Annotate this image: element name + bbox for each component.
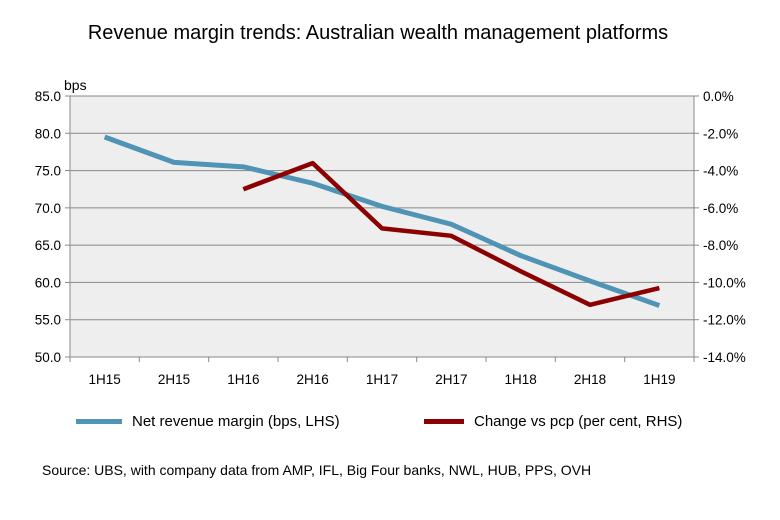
left-tick-label: 70.0 <box>35 201 61 216</box>
legend-label-change-vs-pcp: Change vs pcp (per cent, RHS) <box>474 413 683 430</box>
left-tick-label: 50.0 <box>35 350 61 365</box>
source-note: Source: UBS, with company data from AMP,… <box>42 462 592 478</box>
legend-swatch-net-revenue-margin <box>76 419 122 424</box>
left-tick-label: 85.0 <box>35 89 61 104</box>
legend-swatch-change-vs-pcp <box>424 419 464 424</box>
right-tick-label: -2.0% <box>703 126 738 141</box>
legend-label-net-revenue-margin: Net revenue margin (bps, LHS) <box>132 413 340 430</box>
right-tick-label: 0.0% <box>703 89 734 104</box>
x-tick-label: 1H16 <box>227 372 259 387</box>
left-axis-ticks: 50.0 55.0 60.0 65.0 70.0 75.0 80.0 85.0 <box>35 89 70 365</box>
left-tick-label: 80.0 <box>35 126 61 141</box>
x-tick-label: 2H17 <box>435 372 467 387</box>
x-tick-label: 1H17 <box>366 372 398 387</box>
x-tick-label: 1H18 <box>505 372 537 387</box>
x-tick-label: 2H18 <box>574 372 606 387</box>
right-tick-label: -12.0% <box>703 313 746 328</box>
right-tick-label: -6.0% <box>703 201 738 216</box>
left-axis-unit: bps <box>64 77 87 93</box>
legend-item-change-vs-pcp: Change vs pcp (per cent, RHS) <box>424 413 682 430</box>
left-tick-label: 75.0 <box>35 164 61 179</box>
left-tick-label: 60.0 <box>35 275 61 290</box>
legend-item-net-revenue-margin: Net revenue margin (bps, LHS) <box>76 413 340 430</box>
series-layer <box>103 134 661 308</box>
x-axis-ticks: 1H15 2H15 1H16 2H16 1H17 2H17 1H18 2H18 1H19 <box>69 357 695 387</box>
right-axis-ticks: -14.0% -12.0% -10.0% -8.0% -6.0% -4.0% -2.0% 0.… <box>694 89 746 365</box>
x-tick-label: 1H19 <box>643 372 675 387</box>
right-tick-label: -4.0% <box>703 164 738 179</box>
x-tick-label: 2H15 <box>158 372 190 387</box>
right-tick-label: -8.0% <box>703 238 738 253</box>
left-tick-label: 65.0 <box>35 238 61 253</box>
right-tick-label: -10.0% <box>703 275 746 290</box>
left-tick-label: 55.0 <box>35 313 61 328</box>
chart-title: Revenue margin trends: Australian wealth… <box>87 22 669 44</box>
right-tick-label: -14.0% <box>703 350 746 365</box>
x-tick-label: 2H16 <box>297 372 329 387</box>
x-tick-label: 1H15 <box>89 372 121 387</box>
axes <box>69 96 695 358</box>
